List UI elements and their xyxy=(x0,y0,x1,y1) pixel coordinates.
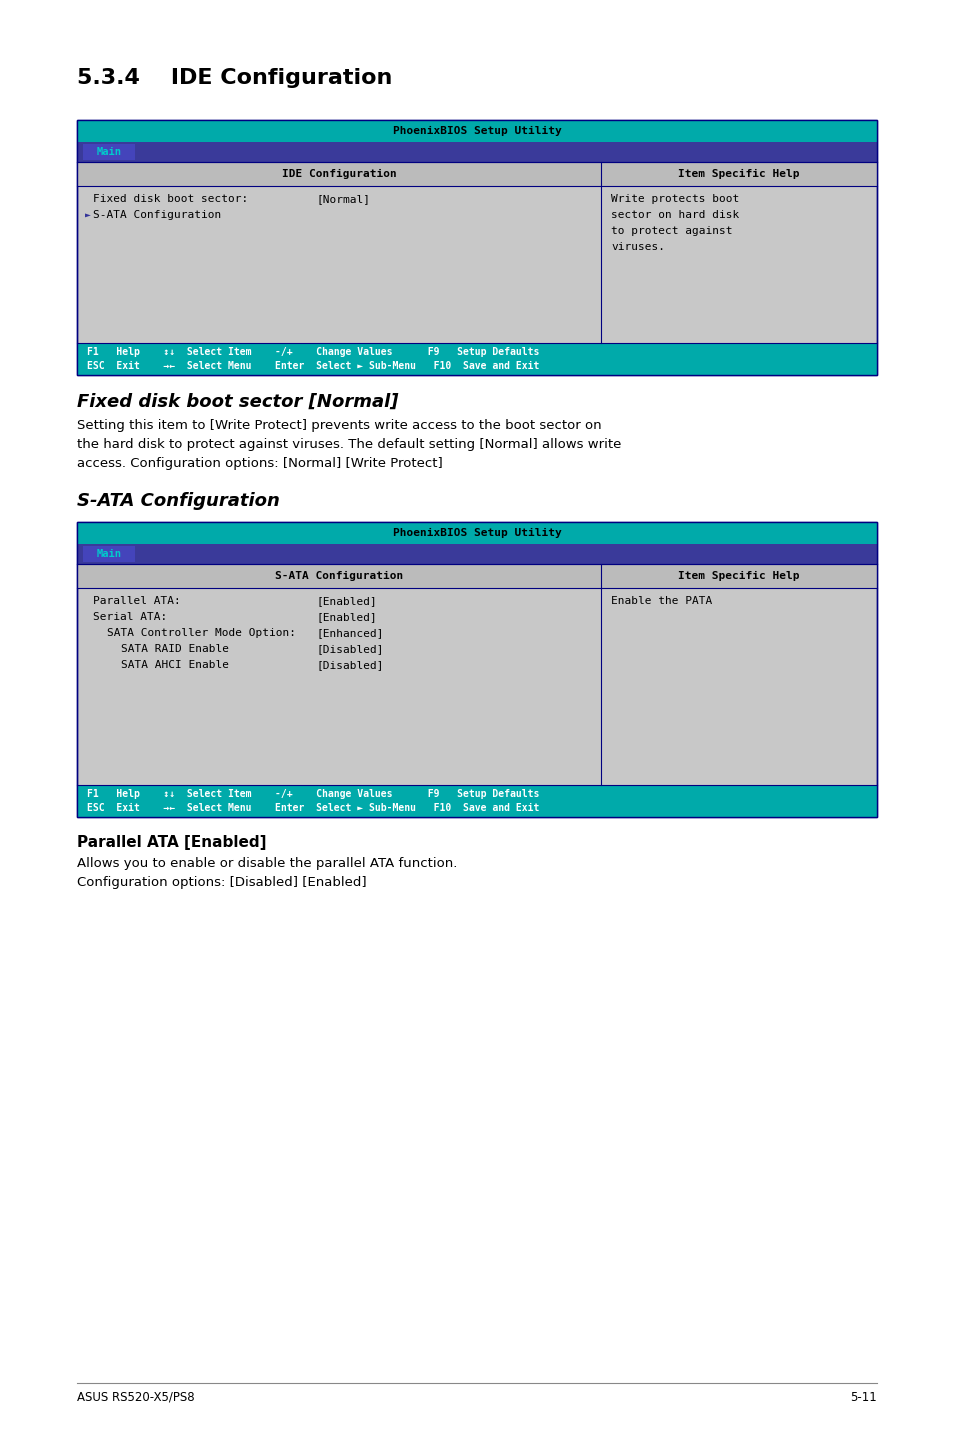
Bar xyxy=(83,144,135,160)
Text: S-ATA Configuration: S-ATA Configuration xyxy=(92,210,221,220)
Bar xyxy=(77,119,876,375)
Text: Enable the PATA: Enable the PATA xyxy=(610,595,712,605)
Text: [Enabled]: [Enabled] xyxy=(316,595,377,605)
Text: Serial ATA:: Serial ATA: xyxy=(92,613,167,623)
Text: PhoenixBIOS Setup Utility: PhoenixBIOS Setup Utility xyxy=(393,528,560,538)
Text: ESC  Exit    →←  Select Menu    Enter  Select ► Sub-Menu   F10  Save and Exit: ESC Exit →← Select Menu Enter Select ► S… xyxy=(87,802,538,812)
Text: 5-11: 5-11 xyxy=(849,1391,876,1403)
Text: the hard disk to protect against viruses. The default setting [Normal] allows wr: the hard disk to protect against viruses… xyxy=(77,439,620,452)
Text: F1   Help    ↕↓  Select Item    -/+    Change Values      F9   Setup Defaults: F1 Help ↕↓ Select Item -/+ Change Values… xyxy=(87,789,538,800)
Text: S-ATA Configuration: S-ATA Configuration xyxy=(274,571,403,581)
Bar xyxy=(77,119,876,142)
Text: ►: ► xyxy=(85,210,91,220)
Text: Main: Main xyxy=(96,147,121,157)
Bar xyxy=(77,564,876,588)
Bar xyxy=(77,142,876,162)
Text: to protect against: to protect against xyxy=(610,226,732,236)
Bar xyxy=(77,522,876,817)
Bar xyxy=(77,119,876,375)
Text: S-ATA Configuration: S-ATA Configuration xyxy=(77,492,279,510)
Bar xyxy=(77,344,876,375)
Text: F1   Help    ↕↓  Select Item    -/+    Change Values      F9   Setup Defaults: F1 Help ↕↓ Select Item -/+ Change Values… xyxy=(87,347,538,357)
Text: Fixed disk boot sector [Normal]: Fixed disk boot sector [Normal] xyxy=(77,393,398,411)
Text: Configuration options: [Disabled] [Enabled]: Configuration options: [Disabled] [Enabl… xyxy=(77,876,366,889)
Text: access. Configuration options: [Normal] [Write Protect]: access. Configuration options: [Normal] … xyxy=(77,457,442,470)
Text: [Disabled]: [Disabled] xyxy=(316,644,384,654)
Text: Parallel ATA:: Parallel ATA: xyxy=(92,595,180,605)
Bar xyxy=(77,544,876,564)
Text: viruses.: viruses. xyxy=(610,242,664,252)
Bar xyxy=(77,162,876,186)
Text: sector on hard disk: sector on hard disk xyxy=(610,210,739,220)
Text: SATA Controller Mode Option:: SATA Controller Mode Option: xyxy=(107,628,295,638)
Text: ASUS RS520-X5/PS8: ASUS RS520-X5/PS8 xyxy=(77,1391,194,1403)
Bar xyxy=(83,546,135,562)
Bar xyxy=(77,522,876,817)
Text: [Enhanced]: [Enhanced] xyxy=(316,628,384,638)
Text: Write protects boot: Write protects boot xyxy=(610,194,739,204)
Text: SATA AHCI Enable: SATA AHCI Enable xyxy=(121,660,229,670)
Text: SATA RAID Enable: SATA RAID Enable xyxy=(121,644,229,654)
Text: Setting this item to [Write Protect] prevents write access to the boot sector on: Setting this item to [Write Protect] pre… xyxy=(77,418,601,431)
Text: Allows you to enable or disable the parallel ATA function.: Allows you to enable or disable the para… xyxy=(77,857,456,870)
Text: Fixed disk boot sector:: Fixed disk boot sector: xyxy=(92,194,248,204)
Text: IDE Configuration: IDE Configuration xyxy=(281,170,395,178)
Text: Item Specific Help: Item Specific Help xyxy=(678,170,799,178)
Text: [Normal]: [Normal] xyxy=(316,194,371,204)
Text: Main: Main xyxy=(96,549,121,559)
Text: [Enabled]: [Enabled] xyxy=(316,613,377,623)
Text: PhoenixBIOS Setup Utility: PhoenixBIOS Setup Utility xyxy=(393,127,560,137)
Text: ESC  Exit    →←  Select Menu    Enter  Select ► Sub-Menu   F10  Save and Exit: ESC Exit →← Select Menu Enter Select ► S… xyxy=(87,361,538,371)
Text: [Disabled]: [Disabled] xyxy=(316,660,384,670)
Bar xyxy=(77,522,876,544)
Text: 5.3.4    IDE Configuration: 5.3.4 IDE Configuration xyxy=(77,68,392,88)
Text: Item Specific Help: Item Specific Help xyxy=(678,571,799,581)
Text: Parallel ATA [Enabled]: Parallel ATA [Enabled] xyxy=(77,835,266,850)
Bar xyxy=(77,785,876,817)
